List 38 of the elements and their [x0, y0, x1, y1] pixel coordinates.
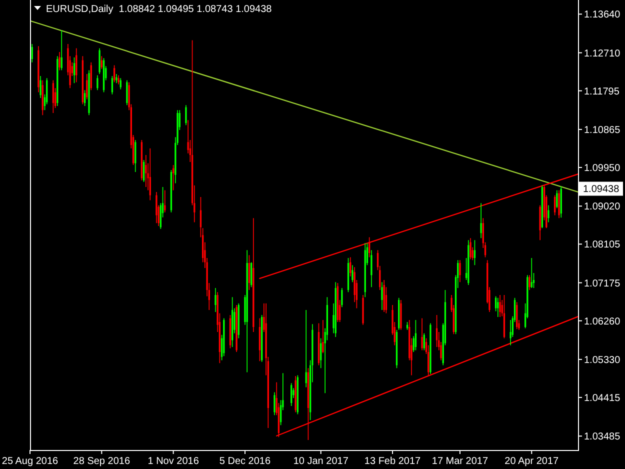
- y-tick-label: 1.11795: [584, 86, 620, 98]
- y-tick-label: 1.10865: [584, 124, 621, 136]
- y-tick-label: 1.08105: [584, 240, 621, 251]
- y-tick-label: 1.12710: [584, 48, 621, 60]
- candlestick: [145, 154, 147, 187]
- candlestick: [322, 320, 324, 354]
- y-tick-label: 1.09950: [584, 162, 621, 174]
- y-tick-label: 1.07175: [584, 278, 621, 290]
- x-tick-label: 20 Apr 2017: [504, 456, 560, 467]
- chart-title: EURUSD,Daily 1.08842 1.09495 1.08743 1.09438: [46, 4, 272, 15]
- candlestick: [548, 205, 550, 222]
- candlestick: [421, 318, 423, 350]
- x-tick-label: 28 Sep 2016: [73, 456, 130, 467]
- y-tick-label: 1.05330: [584, 354, 621, 366]
- y-tick-label: 1.03485: [584, 432, 621, 443]
- x-tick-label: 13 Feb 2017: [364, 456, 422, 467]
- x-tick-label: 10 Jan 2017: [293, 456, 349, 467]
- candlestick: [305, 310, 307, 388]
- candlestick: [246, 250, 248, 372]
- candlestick: [497, 298, 499, 318]
- candlestick: [164, 190, 166, 212]
- candlestick: [480, 203, 482, 238]
- x-tick-label: 25 Aug 2016: [2, 456, 59, 467]
- annotation: 1.09438: [583, 184, 620, 196]
- candlestick: [510, 320, 512, 346]
- candlestick: [499, 295, 501, 318]
- candlestick: [530, 258, 532, 288]
- x-tick-label: 17 Mar 2017: [432, 456, 488, 467]
- candlestick: [214, 288, 216, 312]
- x-tick-label: 1 Nov 2016: [148, 456, 200, 467]
- candlestick: [118, 75, 120, 84]
- candlestick: [381, 282, 383, 310]
- y-tick-label: 1.04415: [584, 392, 621, 404]
- y-tick-label: 1.13640: [584, 10, 621, 21]
- y-tick-label: 1.09020: [584, 202, 621, 213]
- candlestick: [116, 74, 118, 84]
- y-tick-label: 1.06260: [584, 316, 621, 328]
- x-tick-label: 5 Dec 2016: [219, 456, 271, 467]
